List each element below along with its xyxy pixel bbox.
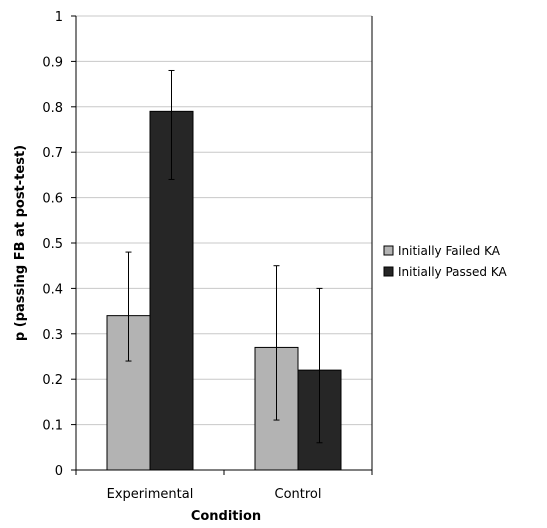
legend-swatch [383,266,394,277]
error-bars [125,69,323,444]
legend-label: Initially Passed KA [398,265,507,279]
bars [106,110,342,471]
x-tick-label: Experimental [107,487,194,502]
y-axis-title: p (passing FB at post-test) [13,145,28,341]
y-tick-label: 0.7 [42,146,63,161]
legend-swatch [383,245,394,256]
legend-label: Initially Failed KA [398,244,501,258]
y-tick-label: 0.1 [42,419,63,434]
y-ticks: 0 0.1 0.2 0.3 0.4 0.5 0.6 0.7 0.8 0.9 1 [42,10,76,479]
x-ticks: Experimental Control [75,470,373,502]
y-tick-label: 0.4 [42,282,63,297]
y-tick-label: 0 [55,464,63,479]
y-tick-label: 0.5 [42,237,63,252]
x-axis-title: Condition [191,509,261,524]
y-tick-label: 0.8 [42,101,63,116]
y-tick-label: 0.9 [42,55,63,70]
y-tick-label: 0.3 [42,328,63,343]
y-tick-label: 1 [55,10,63,25]
y-tick-label: 0.6 [42,192,63,207]
y-tick-label: 0.2 [42,373,63,388]
x-tick-label: Control [275,487,322,502]
legend: Initially Failed KA Initially Passed KA [383,244,507,279]
